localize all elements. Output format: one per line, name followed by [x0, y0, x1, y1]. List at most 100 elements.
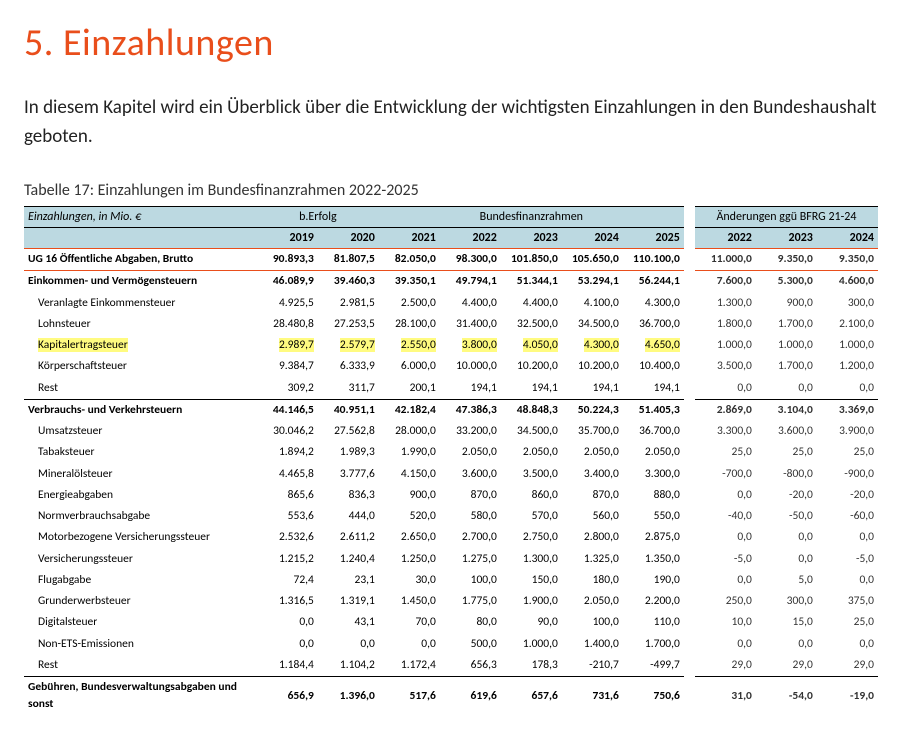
cell-value: 81.807,5 [318, 249, 379, 271]
cell-value: 194,1 [623, 378, 684, 400]
cell-value: 51.405,3 [623, 399, 684, 421]
cell-value: 4.400,0 [501, 293, 562, 314]
table-body: UG 16 Öffentliche Abgaben, Brutto90.893,… [24, 249, 878, 716]
year-col-2019: 2019 [257, 228, 318, 249]
page-title: 5. Einzahlungen [24, 20, 878, 66]
cell-value: 1.300,0 [501, 549, 562, 570]
table-row: Lohnsteuer28.480,827.253,528.100,031.400… [24, 314, 878, 335]
cell-value: 101.850,0 [501, 249, 562, 271]
intro-paragraph: In diesem Kapitel wird ein Überblick übe… [24, 94, 878, 151]
cell-delta: 2.869,0 [695, 399, 756, 421]
row-label: Normverbrauchsabgabe [24, 506, 257, 527]
cell-delta: 2.100,0 [817, 314, 878, 335]
table-row: Einkommen- und Vermögensteuern46.089,939… [24, 271, 878, 293]
cell-value: 80,0 [440, 612, 501, 633]
row-label: Gebühren, Bundesverwaltungsabgaben und s… [24, 677, 257, 716]
delta-col-2023: 2023 [756, 228, 817, 249]
cell-value: 1.000,0 [501, 634, 562, 655]
table-row: Flugabgabe72,423,130,0100,0150,0180,0190… [24, 570, 878, 591]
row-label: Kapitalertragsteuer [24, 335, 257, 356]
cell-value: 1.240,4 [318, 549, 379, 570]
row-label: Veranlagte Einkommensteuer [24, 293, 257, 314]
table-row: Mineralölsteuer4.465,83.777,64.150,03.60… [24, 464, 878, 485]
cell-value: 56.244,1 [623, 271, 684, 293]
year-col-2020: 2020 [318, 228, 379, 249]
cell-value: 100,0 [562, 612, 623, 633]
group-header-delta: Änderungen ggü BFRG 21-24 [695, 207, 878, 228]
cell-delta: 25,0 [756, 442, 817, 463]
cell-delta: 3.900,0 [817, 421, 878, 442]
cell-value: 1.250,0 [379, 549, 440, 570]
row-label: Rest [24, 655, 257, 677]
cell-delta: -19,0 [817, 677, 878, 716]
cell-delta: 0,0 [817, 527, 878, 548]
cell-value: 105.650,0 [562, 249, 623, 271]
group-header-berfolg: b.Erfolg [257, 207, 379, 228]
cell-delta: 1.700,0 [756, 314, 817, 335]
table-row: Non-ETS-Emissionen0,00,00,0500,01.000,01… [24, 634, 878, 655]
cell-value: 90.893,3 [257, 249, 318, 271]
cell-value: 4.150,0 [379, 464, 440, 485]
cell-delta: -900,0 [817, 464, 878, 485]
cell-value: 110.100,0 [623, 249, 684, 271]
cell-delta: 0,0 [756, 634, 817, 655]
cell-value: 444,0 [318, 506, 379, 527]
cell-value: 2.650,0 [379, 527, 440, 548]
cell-value: 860,0 [501, 485, 562, 506]
cell-delta: 1.000,0 [817, 335, 878, 356]
delta-col-2024: 2024 [817, 228, 878, 249]
cell-value: 1.104,2 [318, 655, 379, 677]
cell-value: 10.000,0 [440, 356, 501, 377]
cell-delta: 1.300,0 [695, 293, 756, 314]
cell-delta: 15,0 [756, 612, 817, 633]
cell-value: 1.172,4 [379, 655, 440, 677]
cell-value: 2.050,0 [562, 591, 623, 612]
table-row: Versicherungssteuer1.215,21.240,41.250,0… [24, 549, 878, 570]
row-label: Lohnsteuer [24, 314, 257, 335]
cell-delta: 3.600,0 [756, 421, 817, 442]
year-col-2023: 2023 [501, 228, 562, 249]
cell-value: 6.333,9 [318, 356, 379, 377]
cell-value: 23,1 [318, 570, 379, 591]
table-row: Kapitalertragsteuer2.989,72.579,72.550,0… [24, 335, 878, 356]
cell-value: 6.000,0 [379, 356, 440, 377]
cell-value: 1.275,0 [440, 549, 501, 570]
cell-value: 200,1 [379, 378, 440, 400]
cell-value: 190,0 [623, 570, 684, 591]
cell-value: 0,0 [257, 634, 318, 655]
cell-value: 2.989,7 [257, 335, 318, 356]
cell-value: 70,0 [379, 612, 440, 633]
cell-delta: 0,0 [756, 527, 817, 548]
year-col-2024: 2024 [562, 228, 623, 249]
cell-value: 1.400,0 [562, 634, 623, 655]
cell-value: 28.480,8 [257, 314, 318, 335]
cell-value: 50.224,3 [562, 399, 623, 421]
cell-value: 1.450,0 [379, 591, 440, 612]
header-label: Einzahlungen, in Mio. € [24, 207, 257, 228]
cell-value: 2.050,0 [501, 442, 562, 463]
table-row: Körperschaftsteuer9.384,76.333,96.000,01… [24, 356, 878, 377]
row-label: Mineralölsteuer [24, 464, 257, 485]
cell-value: 1.989,3 [318, 442, 379, 463]
cell-delta: 4.600,0 [817, 271, 878, 293]
cell-delta: 29,0 [756, 655, 817, 677]
cell-value: 34.500,0 [501, 421, 562, 442]
table-row: Rest309,2311,7200,1194,1194,1194,1194,10… [24, 378, 878, 400]
cell-value: 3.800,0 [440, 335, 501, 356]
cell-delta: 0,0 [756, 378, 817, 400]
table-row: Veranlagte Einkommensteuer4.925,52.981,5… [24, 293, 878, 314]
table-row: Tabaksteuer1.894,21.989,31.990,02.050,02… [24, 442, 878, 463]
delta-col-2022: 2022 [695, 228, 756, 249]
cell-value: 28.100,0 [379, 314, 440, 335]
cell-value: 1.775,0 [440, 591, 501, 612]
table-row: Energieabgaben865,6836,3900,0870,0860,08… [24, 485, 878, 506]
cell-value: 110,0 [623, 612, 684, 633]
cell-value: 550,0 [623, 506, 684, 527]
cell-delta: 25,0 [695, 442, 756, 463]
cell-value: 580,0 [440, 506, 501, 527]
cell-value: 90,0 [501, 612, 562, 633]
row-label: Versicherungssteuer [24, 549, 257, 570]
cell-value: 1.396,0 [318, 677, 379, 716]
cell-value: 42.182,4 [379, 399, 440, 421]
cell-value: 4.400,0 [440, 293, 501, 314]
